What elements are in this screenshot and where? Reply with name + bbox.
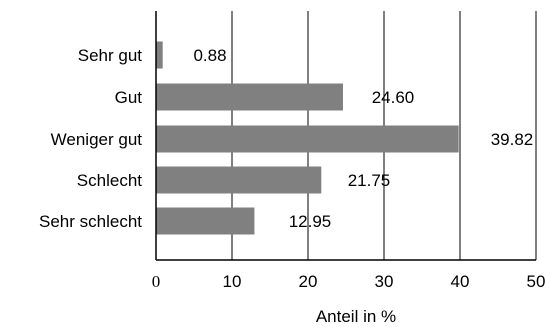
bar-4 xyxy=(156,207,255,235)
value-label: 39.82 xyxy=(491,130,534,149)
x-tick-label: 30 xyxy=(375,272,394,291)
x-tick-label: 10 xyxy=(223,272,242,291)
axes xyxy=(155,11,536,261)
category-label: Weniger gut xyxy=(51,130,143,149)
category-label: Sehr gut xyxy=(78,46,143,65)
value-label: 24.60 xyxy=(372,88,415,107)
value-label: 21.75 xyxy=(348,171,391,190)
x-tick-label: 20 xyxy=(299,272,318,291)
value-label: 0.88 xyxy=(193,46,226,65)
x-axis-title: Anteil in % xyxy=(316,307,396,326)
bar-1 xyxy=(156,83,343,111)
category-label: Schlecht xyxy=(77,171,142,190)
x-tick-labels: 0 10 20 30 40 50 xyxy=(152,272,545,291)
x-tick-label: 40 xyxy=(451,272,470,291)
category-labels: Sehr gut Gut Weniger gut Schlecht Sehr schle… xyxy=(39,46,142,231)
value-label: 12.95 xyxy=(289,212,332,231)
x-tick-label: 0 xyxy=(152,272,161,291)
bar-0 xyxy=(156,41,163,69)
category-label: Gut xyxy=(115,88,143,107)
bars xyxy=(156,41,459,235)
category-label: Sehr schlecht xyxy=(39,212,142,231)
bar-2 xyxy=(156,125,459,153)
bar-3 xyxy=(156,166,322,194)
x-tick-label: 50 xyxy=(527,272,545,291)
value-labels: 0.88 24.60 39.82 21.75 12.95 xyxy=(193,46,533,231)
